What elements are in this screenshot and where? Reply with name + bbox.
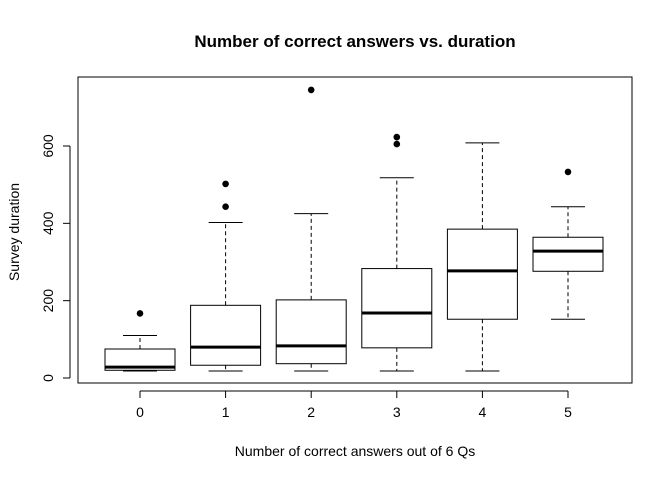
x-tick-label-1: 1 xyxy=(222,404,230,420)
y-tick-label-400: 400 xyxy=(40,211,56,235)
y-tick-label-0: 0 xyxy=(40,374,56,382)
x-tick-label-5: 5 xyxy=(564,404,572,420)
x-axis-label: Number of correct answers out of 6 Qs xyxy=(235,443,475,459)
outlier-3-1 xyxy=(393,133,401,141)
x-tick-label-3: 3 xyxy=(393,404,401,420)
boxes-group xyxy=(104,86,604,372)
iqr-box-3 xyxy=(361,268,433,349)
x-tick-label-4: 4 xyxy=(479,404,487,420)
y-axis-ticks: 0 200 400 600 xyxy=(40,134,70,382)
box-0 xyxy=(104,310,176,372)
iqr-box-4 xyxy=(446,228,518,320)
box-5 xyxy=(532,168,604,320)
iqr-box-0 xyxy=(104,348,176,371)
outlier-1-1 xyxy=(222,180,229,188)
chart-title: Number of correct answers vs. duration xyxy=(194,32,515,51)
box-1 xyxy=(190,180,262,372)
outlier-5-0 xyxy=(564,168,572,176)
outlier-3-0 xyxy=(393,140,401,148)
plot-frame xyxy=(77,76,633,384)
y-tick-label-200: 200 xyxy=(40,289,56,313)
x-tick-label-2: 2 xyxy=(307,404,315,420)
outlier-0-0 xyxy=(136,310,144,317)
iqr-box-5 xyxy=(532,236,604,272)
x-tick-label-0: 0 xyxy=(136,404,144,420)
x-axis-ticks: 0 1 2 3 4 5 xyxy=(136,391,572,420)
box-2 xyxy=(275,86,347,372)
iqr-box-1 xyxy=(190,304,262,366)
iqr-box-2 xyxy=(275,299,347,365)
box-4 xyxy=(446,142,518,372)
outlier-1-0 xyxy=(222,203,229,211)
box-3 xyxy=(361,133,433,372)
y-axis-label: Survey duration xyxy=(6,183,22,281)
outlier-2-0 xyxy=(307,86,315,94)
y-tick-label-600: 600 xyxy=(40,134,56,158)
